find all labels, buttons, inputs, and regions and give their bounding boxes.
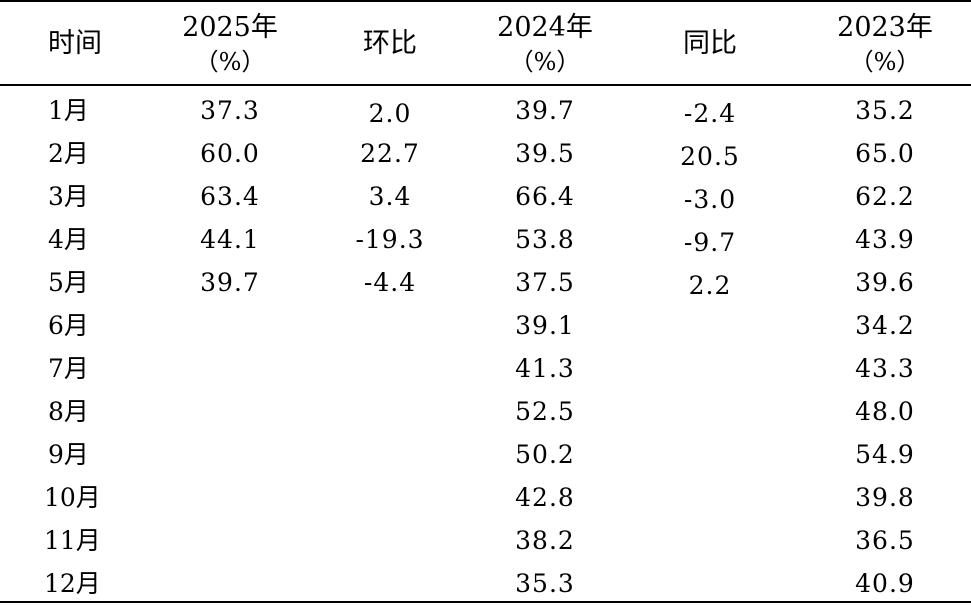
cell-2023: 54.9 bbox=[855, 440, 915, 469]
cell-yoy: 20.5 bbox=[680, 142, 740, 171]
cell-mom: 2.0 bbox=[368, 99, 412, 128]
cell-2023: 65.0 bbox=[855, 139, 915, 168]
cell-2023: 62.2 bbox=[855, 182, 915, 211]
cell-2023: 35.2 bbox=[855, 96, 915, 125]
cell-2023: 39.8 bbox=[855, 483, 915, 512]
table-top-rule bbox=[0, 0, 971, 2]
header-2025-label: 2025年 bbox=[182, 12, 278, 43]
header-time-label: 时间 bbox=[48, 28, 102, 59]
cell-2024: 41.3 bbox=[515, 354, 575, 383]
cell-2024: 53.8 bbox=[515, 225, 575, 254]
cell-2023: 36.5 bbox=[855, 526, 915, 555]
cell-mom: 3.4 bbox=[368, 182, 412, 211]
cell-yoy: 2.2 bbox=[688, 271, 732, 300]
header-2023: 2023年 （%） bbox=[825, 6, 945, 82]
header-2024: 2024年 （%） bbox=[485, 6, 605, 82]
header-yoy: 同比 bbox=[650, 6, 770, 82]
header-2023-label: 2023年 bbox=[837, 12, 933, 43]
cell-month: 6月 bbox=[48, 311, 89, 340]
cell-2024: 35.3 bbox=[515, 569, 575, 598]
cell-2023: 48.0 bbox=[855, 397, 915, 426]
cell-2024: 39.7 bbox=[515, 96, 575, 125]
cell-2024: 50.2 bbox=[515, 440, 575, 469]
header-2025: 2025年 （%） bbox=[170, 6, 290, 82]
cell-month: 4月 bbox=[48, 225, 89, 254]
header-2024-label: 2024年 bbox=[497, 12, 593, 43]
cell-mom: -4.4 bbox=[363, 268, 417, 297]
cell-2025: 63.4 bbox=[200, 182, 260, 211]
cell-month: 12月 bbox=[44, 569, 101, 598]
cell-month: 1月 bbox=[48, 96, 89, 125]
cell-2023: 43.3 bbox=[855, 354, 915, 383]
cell-yoy: -9.7 bbox=[683, 228, 737, 257]
header-2024-unit: （%） bbox=[509, 48, 581, 76]
cell-2025: 60.0 bbox=[200, 139, 260, 168]
cell-month: 3月 bbox=[48, 182, 89, 211]
header-2023-unit: （%） bbox=[849, 48, 921, 76]
cell-month: 8月 bbox=[48, 397, 89, 426]
cell-2025: 39.7 bbox=[200, 268, 260, 297]
cell-month: 2月 bbox=[48, 139, 89, 168]
cell-yoy: -3.0 bbox=[683, 185, 737, 214]
cell-mom: -19.3 bbox=[355, 225, 425, 254]
header-mom-label: 环比 bbox=[363, 28, 417, 59]
cell-2023: 34.2 bbox=[855, 311, 915, 340]
cell-month: 5月 bbox=[48, 268, 89, 297]
header-yoy-label: 同比 bbox=[683, 28, 737, 59]
header-2025-unit: （%） bbox=[194, 48, 266, 76]
cell-month: 11月 bbox=[44, 526, 101, 555]
cell-yoy: -2.4 bbox=[683, 99, 737, 128]
cell-2024: 52.5 bbox=[515, 397, 575, 426]
cell-2024: 39.5 bbox=[515, 139, 575, 168]
cell-2024: 39.1 bbox=[515, 311, 575, 340]
cell-2025: 37.3 bbox=[200, 96, 260, 125]
cell-2023: 43.9 bbox=[855, 225, 915, 254]
table-header-rule bbox=[0, 84, 971, 86]
header-time: 时间 bbox=[30, 6, 120, 82]
cell-month: 9月 bbox=[48, 440, 89, 469]
cell-2024: 66.4 bbox=[515, 182, 575, 211]
cell-2023: 39.6 bbox=[855, 268, 915, 297]
cell-month: 7月 bbox=[48, 354, 89, 383]
table-bottom-rule bbox=[0, 601, 971, 603]
cell-2023: 40.9 bbox=[855, 569, 915, 598]
cell-mom: 22.7 bbox=[360, 139, 420, 168]
header-mom: 环比 bbox=[330, 6, 450, 82]
cell-month: 10月 bbox=[44, 483, 101, 512]
cell-2024: 42.8 bbox=[515, 483, 575, 512]
cell-2025: 44.1 bbox=[200, 225, 260, 254]
cell-2024: 37.5 bbox=[515, 268, 575, 297]
cell-2024: 38.2 bbox=[515, 526, 575, 555]
